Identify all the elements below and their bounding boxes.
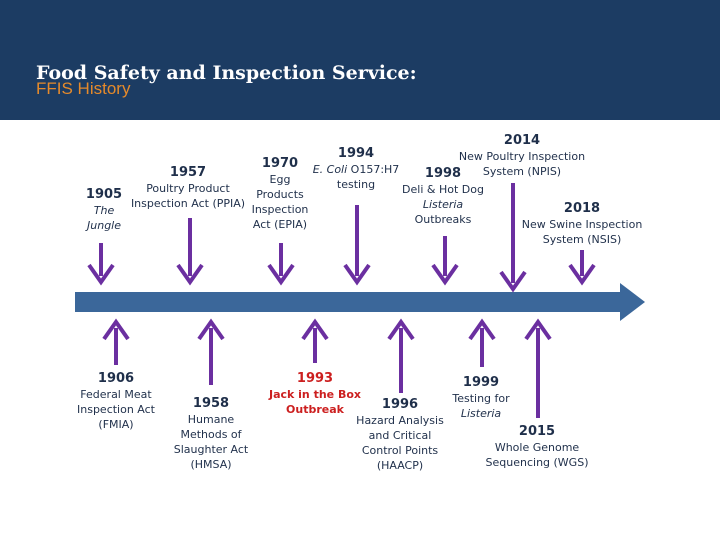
arrow-2015 xyxy=(524,318,552,418)
title-banner: Food Safety and Inspection Service: FFIS… xyxy=(0,0,720,120)
event-line: (FMIA) xyxy=(98,418,134,431)
arrow-1994 xyxy=(343,205,371,286)
event-line: System (NPIS) xyxy=(482,165,562,178)
arrow-2018 xyxy=(568,250,596,286)
event-1996: 1996 Hazard Analysis and Critical Contro… xyxy=(356,397,444,473)
event-1970: 1970 Egg Products Inspection Act (EPIA) xyxy=(252,156,309,232)
event-line: Inspection Act (PPIA) xyxy=(130,197,246,210)
event-line: Egg xyxy=(269,173,291,186)
event-line: New Poultry Inspection xyxy=(458,150,586,163)
event-2018: 2018 New Swine Inspection System (NSIS) xyxy=(522,201,643,247)
event-year: 2015 xyxy=(518,424,556,439)
event-line: Humane xyxy=(187,413,235,426)
event-1958: 1958 Humane Methods of Slaughter Act (HM… xyxy=(174,396,249,472)
event-line-italic: Listeria xyxy=(422,198,464,211)
event-year: 1905 xyxy=(85,187,123,202)
event-1994: 1994 E. Coli O157:H7 testing xyxy=(313,146,400,192)
event-year: 1999 xyxy=(462,375,500,390)
event-line: Slaughter Act xyxy=(173,443,249,456)
event-line: testing xyxy=(336,178,376,191)
event-line-italic: Listeria xyxy=(460,407,502,420)
arrow-1993 xyxy=(301,318,329,363)
event-title: The Jungle xyxy=(87,204,121,232)
event-line: Testing for xyxy=(452,392,510,405)
event-line: Act (EPIA) xyxy=(252,218,308,231)
event-year: 2014 xyxy=(503,133,541,148)
event-year: 1993 xyxy=(296,371,334,386)
slide-subtitle: FFIS History xyxy=(36,79,131,98)
event-2015: 2015 Whole Genome Sequencing (WGS) xyxy=(486,424,589,470)
event-year: 2018 xyxy=(563,201,601,216)
event-line: Products xyxy=(256,188,304,201)
event-line: Inspection Act xyxy=(76,403,156,416)
slide-title: Food Safety and Inspection Service: xyxy=(36,62,417,84)
event-line: System (NSIS) xyxy=(542,233,622,246)
event-line: Outbreak xyxy=(286,403,344,416)
event-line: (HAACP) xyxy=(376,459,424,472)
arrow-1999 xyxy=(468,318,496,367)
event-line: Sequencing (WGS) xyxy=(485,456,589,469)
event-1957: 1957 Poultry Product Inspection Act (PPI… xyxy=(131,165,245,211)
event-line: (HMSA) xyxy=(190,458,232,471)
event-1999: 1999 Testing for Listeria xyxy=(452,375,509,421)
event-2014: 2014 New Poultry Inspection System (NPIS… xyxy=(459,133,585,179)
event-1905: 1905 The Jungle xyxy=(84,187,124,233)
arrow-1905 xyxy=(87,243,115,286)
event-line: Hazard Analysis xyxy=(356,414,444,427)
event-1993-highlight: 1993 Jack in the Box Outbreak xyxy=(269,371,361,417)
event-year: 1970 xyxy=(261,156,299,171)
event-line: Methods of xyxy=(180,428,242,441)
arrow-1998 xyxy=(431,236,459,286)
event-line: Deli & Hot Dog xyxy=(402,183,484,196)
event-year: 1906 xyxy=(97,371,135,386)
event-year: 1957 xyxy=(169,165,207,180)
event-line: New Swine Inspection xyxy=(521,218,643,231)
arrow-1958 xyxy=(197,318,225,385)
event-1906: 1906 Federal Meat Inspection Act (FMIA) xyxy=(77,371,155,432)
event-line: Whole Genome xyxy=(494,441,580,454)
event-line: Inspection xyxy=(251,203,309,216)
arrow-1906 xyxy=(102,318,130,365)
event-year: 1958 xyxy=(192,396,230,411)
event-line: Federal Meat xyxy=(80,388,152,401)
event-year: 1994 xyxy=(337,146,375,161)
event-line: Jack in the Box xyxy=(268,388,362,401)
event-1998: 1998 Deli & Hot Dog Listeria Outbreaks xyxy=(402,166,484,227)
event-year: 1996 xyxy=(381,397,419,412)
arrow-2014 xyxy=(499,183,527,293)
event-italic: E. Coli xyxy=(312,163,348,176)
timeline-bar xyxy=(75,283,645,321)
event-line: and Critical xyxy=(368,429,432,442)
event-year: 1998 xyxy=(424,166,462,181)
event-line: Poultry Product xyxy=(146,182,230,195)
event-line: O157:H7 xyxy=(347,163,400,176)
event-line: Control Points xyxy=(361,444,439,457)
arrow-1996 xyxy=(387,318,415,393)
event-line: Outbreaks xyxy=(414,213,472,226)
arrow-1957 xyxy=(176,218,204,286)
arrow-1970 xyxy=(267,243,295,286)
